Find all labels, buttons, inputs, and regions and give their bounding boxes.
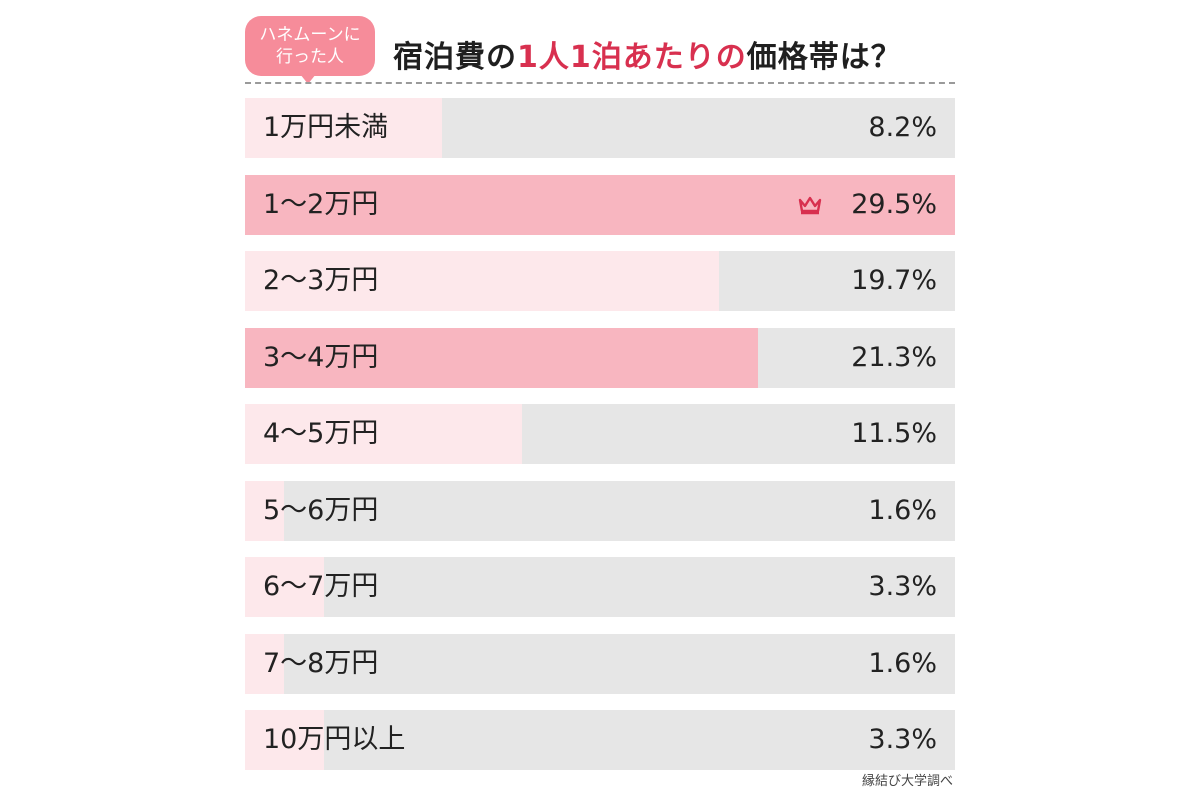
bar-row: 2〜3万円 19.7% (245, 251, 955, 311)
value-label: 19.7% (851, 265, 937, 296)
category-label: 10万円以上 (263, 724, 406, 755)
badge-tail (300, 74, 316, 84)
value-label: 3.3% (868, 724, 937, 755)
value-label: 8.2% (868, 112, 937, 143)
bar (245, 328, 758, 388)
bar-row: 5〜6万円 1.6% (245, 481, 955, 541)
chart-header: ハネムーンに 行った人 宿泊費の1人1泊あたりの価格帯は？ (245, 8, 955, 88)
bar (245, 98, 443, 158)
category-label: 3〜4万円 (263, 342, 379, 373)
badge-text: ハネムーンに 行った人 (259, 25, 361, 67)
bar (245, 404, 522, 464)
respondent-badge: ハネムーンに 行った人 (245, 16, 375, 76)
value-label: 1.6% (868, 495, 937, 526)
title-part-1: 宿泊費の (393, 40, 517, 75)
bar-row: 6〜7万円 3.3% (245, 557, 955, 617)
bar-row: 1〜2万円 29.5% (245, 175, 955, 235)
value-label: 11.5% (851, 418, 937, 449)
category-label: 6〜7万円 (263, 571, 379, 602)
bar (245, 557, 325, 617)
bar-row: 7〜8万円 1.6% (245, 634, 955, 694)
title-part-highlight: 1人1泊あたりの (517, 40, 747, 75)
value-label: 3.3% (868, 571, 937, 602)
category-label: 4〜5万円 (263, 418, 379, 449)
category-label: 2〜3万円 (263, 265, 379, 296)
source-note: 縁結び大学調べ (861, 774, 953, 789)
bar-row: 1万円未満 8.2% (245, 98, 955, 158)
dashed-divider (245, 82, 955, 84)
bar (245, 175, 955, 235)
bar-chart: 1万円未満 8.2% 1〜2万円 29.5% 2〜3万円 19.7% 3〜4万円 21.3% 4… (245, 98, 955, 770)
category-label: 5〜6万円 (263, 495, 379, 526)
category-label: 1〜2万円 (263, 189, 379, 220)
value-label: 1.6% (868, 648, 937, 679)
category-label: 1万円未満 (263, 112, 389, 143)
value-label: 21.3% (851, 342, 937, 373)
bar (245, 481, 284, 541)
title-part-2: 価格帯は？ (746, 40, 902, 75)
bar-row: 3〜4万円 21.3% (245, 328, 955, 388)
bar-row: 4〜5万円 11.5% (245, 404, 955, 464)
bar (245, 710, 325, 770)
category-label: 7〜8万円 (263, 648, 379, 679)
bar (245, 634, 284, 694)
chart-title: 宿泊費の1人1泊あたりの価格帯は？ (393, 32, 902, 76)
crown-icon (798, 196, 822, 215)
value-label: 29.5% (851, 189, 937, 220)
bar-row: 10万円以上 3.3% (245, 710, 955, 770)
bar (245, 251, 720, 311)
